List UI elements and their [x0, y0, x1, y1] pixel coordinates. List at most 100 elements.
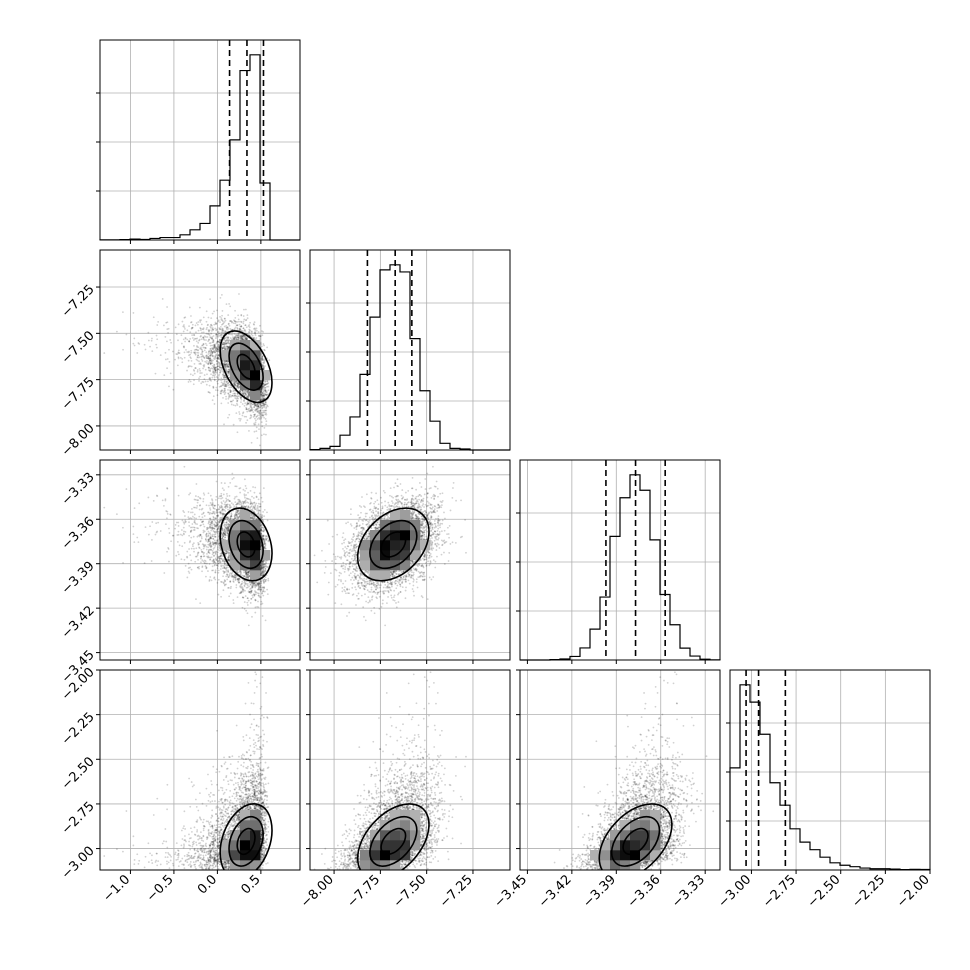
scatter-point: [389, 487, 392, 490]
scatter-point: [211, 553, 214, 556]
scatter-point: [214, 521, 217, 523]
scatter-point: [224, 534, 227, 536]
scatter-point: [240, 503, 243, 506]
scatter-point: [263, 397, 266, 400]
scatter-point: [236, 515, 239, 518]
scatter-point: [222, 343, 225, 346]
scatter-point: [183, 465, 186, 468]
scatter-point: [217, 504, 220, 506]
scatter-point: [220, 385, 223, 388]
scatter-point: [212, 548, 215, 550]
scatter-point: [227, 518, 229, 521]
scatter-point: [192, 351, 195, 354]
scatter-point: [382, 489, 385, 492]
scatter-point: [331, 535, 334, 538]
scatter-point: [254, 421, 257, 424]
scatter-point: [255, 426, 258, 429]
scatter-point: [195, 331, 197, 334]
scatter-point: [235, 336, 237, 339]
scatter-point: [254, 330, 257, 332]
scatter-point: [233, 384, 236, 387]
scatter-point: [206, 552, 208, 555]
scatter-point: [248, 331, 251, 334]
scatter-point: [220, 402, 223, 405]
scatter-point: [236, 517, 239, 520]
scatter-point: [213, 530, 216, 533]
scatter-point: [260, 393, 263, 395]
scatter-point: [237, 382, 240, 385]
scatter-point: [136, 536, 139, 539]
scatter-point: [236, 395, 239, 398]
scatter-point: [220, 318, 223, 321]
panel-frame: [99, 249, 301, 451]
scatter-point: [214, 553, 217, 556]
scatter-point: [171, 534, 174, 537]
scatter-point: [261, 592, 263, 595]
scatter-point: [233, 337, 236, 339]
scatter-point: [258, 582, 261, 585]
density-cell: [250, 390, 261, 401]
scatter-point: [213, 346, 216, 349]
scatter-point: [224, 319, 227, 322]
scatter-point: [232, 337, 235, 340]
scatter-point: [225, 365, 227, 368]
scatter-point: [211, 524, 213, 527]
scatter-point: [203, 378, 206, 381]
scatter-point: [262, 394, 265, 397]
scatter-point: [210, 529, 213, 532]
scatter-point: [220, 497, 222, 500]
scatter-point: [208, 552, 211, 555]
scatter-point: [342, 561, 345, 564]
scatter-point: [258, 581, 261, 584]
scatter-point: [444, 517, 446, 520]
scatter-point: [262, 572, 265, 575]
scatter-point: [239, 391, 242, 393]
scatter-point: [203, 530, 206, 533]
scatter-point: [242, 392, 245, 395]
scatter-point: [260, 526, 263, 528]
scatter-point: [212, 537, 215, 540]
scatter-point: [222, 500, 225, 502]
scatter-point: [213, 539, 216, 542]
scatter-point: [196, 345, 198, 347]
scatter-point: [193, 513, 196, 516]
scatter-point: [243, 400, 245, 402]
scatter-point: [241, 589, 244, 592]
scatter-point: [240, 325, 243, 328]
scatter-point: [229, 391, 232, 394]
scatter-point: [205, 344, 208, 347]
scatter-point: [199, 329, 202, 332]
scatter-point: [216, 559, 219, 561]
scatter-point: [343, 539, 345, 542]
scatter-point: [227, 328, 230, 330]
scatter-point: [235, 503, 238, 506]
scatter-point: [215, 376, 218, 378]
scatter-point: [229, 389, 232, 392]
scatter-point: [237, 500, 240, 503]
scatter-point: [234, 514, 237, 517]
scatter-point: [224, 360, 226, 363]
scatter-point: [189, 338, 192, 340]
scatter-point: [439, 522, 442, 525]
scatter-point: [219, 554, 222, 557]
scatter-point: [219, 321, 221, 324]
scatter-point: [209, 576, 212, 578]
scatter-point: [263, 590, 266, 593]
scatter-point: [240, 336, 242, 339]
scatter-point: [228, 525, 230, 527]
scatter-point: [188, 350, 190, 353]
scatter-point: [242, 322, 245, 325]
scatter-point: [219, 506, 222, 509]
scatter-point: [215, 366, 217, 369]
scatter-point: [395, 606, 398, 609]
scatter-point: [243, 318, 246, 321]
scatter-point: [216, 532, 219, 534]
scatter-point: [221, 508, 224, 511]
scatter-point: [250, 505, 253, 508]
scatter-point: [246, 395, 249, 398]
scatter-point: [214, 351, 216, 354]
scatter-point: [181, 534, 184, 537]
scatter-point: [197, 495, 200, 498]
scatter-point: [223, 489, 225, 491]
scatter-point: [244, 391, 247, 394]
